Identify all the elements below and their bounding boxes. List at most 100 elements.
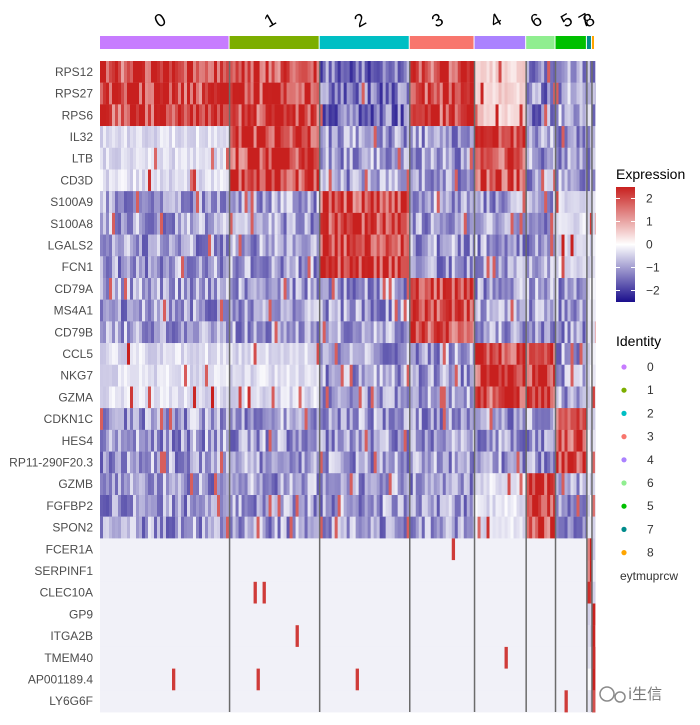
- heatmap-cell: [507, 82, 511, 105]
- heatmap-cell: [298, 299, 302, 322]
- heatmap-cell: [495, 256, 499, 279]
- heatmap-cell: [220, 169, 224, 192]
- heatmap-cell: [295, 408, 299, 431]
- heatmap-cell: [358, 234, 362, 257]
- heatmap-cell: [582, 126, 586, 149]
- heatmap-cell: [346, 386, 350, 409]
- heatmap-cell: [591, 104, 596, 127]
- heatmap-cell: [307, 473, 311, 496]
- heatmap-cell: [178, 234, 182, 257]
- heatmap-cell: [190, 82, 194, 105]
- heatmap-cell: [510, 191, 514, 214]
- heatmap-cell: [199, 516, 203, 539]
- heatmap-cell: [289, 451, 293, 474]
- heatmap-cell: [295, 299, 299, 322]
- heatmap-cell: [495, 147, 499, 170]
- heatmap-cell: [100, 386, 104, 409]
- heatmap-cell: [280, 147, 284, 170]
- heatmap-cell: [253, 212, 257, 235]
- heatmap-cell: [226, 147, 230, 170]
- heatmap-cell: [376, 278, 380, 301]
- heatmap-cell: [217, 473, 221, 496]
- heatmap-cell: [301, 408, 305, 431]
- heatmap-cell: [139, 212, 143, 235]
- heatmap-cell: [259, 429, 263, 452]
- heatmap-cell: [529, 61, 533, 84]
- heatmap-cell: [319, 212, 323, 235]
- heatmap-cell: [558, 473, 562, 496]
- heatmap-cell: [424, 386, 429, 409]
- heatmap-cell: [498, 495, 502, 518]
- heatmap-cell: [376, 473, 380, 496]
- identity-legend-key-3: [621, 434, 627, 440]
- heatmap-cell: [316, 473, 320, 496]
- heatmap-cell: [507, 516, 511, 539]
- heatmap-cell: [457, 451, 462, 474]
- heatmap-cell: [226, 408, 230, 431]
- heatmap-cell: [448, 278, 453, 301]
- heatmap-cell: [295, 126, 299, 149]
- heatmap-cell: [457, 126, 462, 149]
- heatmap-cell: [492, 104, 496, 127]
- heatmap-cell: [483, 82, 487, 105]
- heatmap-cell: [142, 212, 146, 235]
- heatmap-cell: [367, 321, 371, 344]
- heatmap-cell: [208, 364, 212, 387]
- heatmap-cell: [235, 299, 239, 322]
- heatmap-cell: [367, 82, 371, 105]
- heatmap-cell: [436, 169, 441, 192]
- heatmap-cell: [172, 473, 176, 496]
- heatmap-cell: [247, 364, 251, 387]
- heatmap-cell: [373, 408, 377, 431]
- heatmap-cell: [109, 473, 113, 496]
- heatmap-cell: [292, 364, 296, 387]
- heatmap-cell: [495, 169, 499, 192]
- heatmap-cell: [115, 212, 119, 235]
- heatmap-cell: [271, 278, 275, 301]
- heatmap-cell: [463, 408, 468, 431]
- heatmap-cell: [247, 191, 251, 214]
- heatmap-cell: [265, 516, 269, 539]
- heatmap-cell: [412, 408, 417, 431]
- heatmap-cell: [205, 364, 209, 387]
- heatmap-cell: [433, 343, 438, 366]
- heatmap-cell: [130, 364, 134, 387]
- heatmap-cell: [223, 278, 227, 301]
- heatmap-cell: [555, 82, 559, 105]
- heatmap-cell: [184, 429, 188, 452]
- heatmap-cell: [561, 473, 565, 496]
- heatmap-cell: [289, 212, 293, 235]
- heatmap-cell: [564, 451, 568, 474]
- heatmap-cell: [226, 278, 230, 301]
- heatmap-cell: [178, 126, 182, 149]
- heatmap-cell: [349, 364, 353, 387]
- heatmap-cell: [403, 126, 407, 149]
- heatmap-cell: [522, 516, 526, 539]
- heatmap-cell: [529, 299, 533, 322]
- heatmap-cell: [477, 126, 481, 149]
- heatmap-cell: [280, 408, 284, 431]
- heatmap-cell: [529, 256, 533, 279]
- heatmap-cell: [415, 61, 420, 84]
- heatmap-cell: [124, 343, 128, 366]
- heatmap-cell: [579, 147, 583, 170]
- heatmap-cell: [391, 147, 395, 170]
- heatmap-cell: [124, 278, 128, 301]
- heatmap-cell: [223, 212, 227, 235]
- heatmap-cell: [409, 495, 414, 518]
- heatmap-cell: [463, 364, 468, 387]
- heatmap-cell: [343, 516, 347, 539]
- heatmap-cell: [463, 343, 468, 366]
- heatmap-cell: [175, 212, 179, 235]
- heatmap-cell: [253, 191, 257, 214]
- heatmap-cell: [139, 495, 143, 518]
- heatmap-cell: [199, 126, 203, 149]
- heatmap-cell-block: [555, 538, 588, 561]
- heatmap-cell: [522, 321, 526, 344]
- heatmap-cell: [184, 386, 188, 409]
- heatmap-cell: [570, 299, 574, 322]
- heatmap-cell: [394, 495, 398, 518]
- heatmap-cell: [307, 516, 311, 539]
- heatmap-cell: [181, 234, 185, 257]
- heatmap-cell: [397, 429, 401, 452]
